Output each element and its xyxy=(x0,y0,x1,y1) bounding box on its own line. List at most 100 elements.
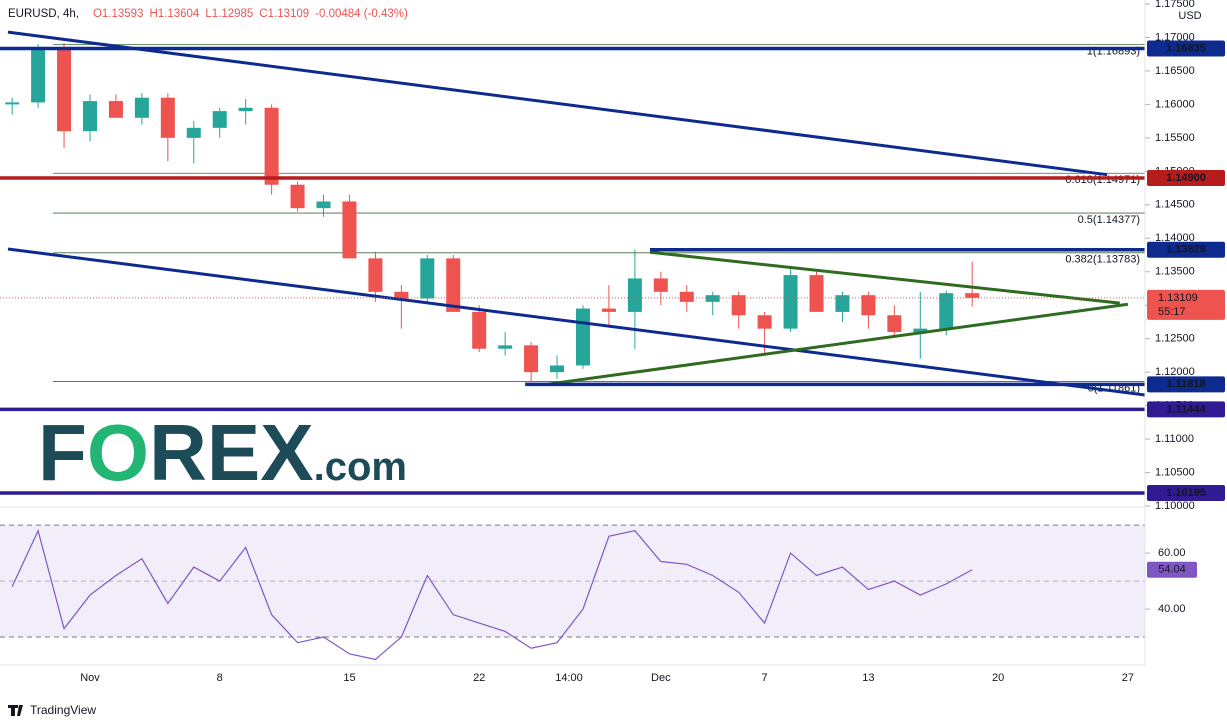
x-tick-label: 15 xyxy=(343,672,355,684)
ohlc-value: H1.13604 xyxy=(149,8,199,20)
level-label-box xyxy=(1147,170,1225,187)
x-tick-label: 22 xyxy=(473,672,485,684)
candle-body xyxy=(809,275,824,312)
candle-body xyxy=(653,278,668,292)
y-tick-label: 1.17000 xyxy=(1155,31,1195,43)
candle-body xyxy=(783,275,798,329)
candle-body xyxy=(498,345,513,349)
trendline xyxy=(7,30,1108,177)
logo-part: O xyxy=(87,408,149,497)
candle-body xyxy=(679,291,694,302)
logo-part: F xyxy=(38,408,87,497)
candle-body xyxy=(524,345,539,373)
currency: USD xyxy=(1178,10,1201,22)
candle-body xyxy=(186,127,201,138)
candle-body xyxy=(238,107,253,112)
y-tick-label: 1.12500 xyxy=(1155,333,1195,345)
candle-body xyxy=(575,308,590,366)
candle-body xyxy=(394,291,409,299)
rsi-tick-label: 60.00 xyxy=(1158,547,1186,559)
y-tick-label: 1.14500 xyxy=(1155,199,1195,211)
rsi-tick-label: 40.00 xyxy=(1158,603,1186,615)
candle-body xyxy=(316,201,331,209)
candle-body xyxy=(31,47,46,103)
fib-label: 0.382(1.13783) xyxy=(1065,254,1140,266)
x-tick-label: 14:00 xyxy=(555,672,583,684)
candle-body xyxy=(472,311,487,349)
candle-body xyxy=(887,315,902,332)
level-label-box xyxy=(1147,241,1225,258)
countdown-label: 55:17 xyxy=(1158,306,1186,318)
ohlc-value: -0.00484 (-0.43%) xyxy=(315,8,408,20)
x-tick-label: Dec xyxy=(651,672,671,684)
level-label: 1.10195 xyxy=(1166,487,1206,499)
y-tick-label: 1.16500 xyxy=(1155,65,1195,77)
candle-body xyxy=(108,101,123,118)
y-tick-label: 1.11000 xyxy=(1155,433,1194,445)
candle-body xyxy=(550,365,565,373)
candle-body xyxy=(731,295,746,316)
candle-body xyxy=(757,315,772,329)
candle-body xyxy=(160,97,175,138)
y-tick-label: 1.10000 xyxy=(1155,500,1195,512)
candle-body xyxy=(705,295,720,302)
candle-body xyxy=(57,47,72,132)
y-tick-label: 1.15500 xyxy=(1155,132,1195,144)
axes: 1.175001.170001.165001.160001.155001.150… xyxy=(80,0,1225,684)
x-tick-label: 27 xyxy=(1122,672,1134,684)
y-tick-label: 1.12000 xyxy=(1155,366,1195,378)
level-label: 1.13828 xyxy=(1166,244,1206,256)
y-tick-label: 1.17500 xyxy=(1155,0,1195,10)
level-label: 1.11444 xyxy=(1166,403,1206,415)
rsi-line xyxy=(11,528,973,661)
last-price-box xyxy=(1147,289,1225,320)
x-tick-label: 20 xyxy=(992,672,1004,684)
fib-label: 0.618(1.14971) xyxy=(1065,174,1140,186)
rsi-last-label: 54.04 xyxy=(1158,564,1186,576)
candle-body xyxy=(835,295,850,312)
ohlc-value: O1.13593 xyxy=(93,8,144,20)
trendline xyxy=(7,247,1145,397)
candle-body xyxy=(290,184,305,209)
level-label: 1.14900 xyxy=(1166,172,1206,184)
candle-body xyxy=(134,97,149,118)
footer-brand: TradingView xyxy=(30,703,96,717)
candle-body xyxy=(212,111,227,128)
candle-body xyxy=(965,293,980,298)
trendline xyxy=(649,250,1120,305)
logo-suffix: .com xyxy=(314,445,407,489)
footer-icon xyxy=(8,705,23,716)
x-tick-label: Nov xyxy=(80,672,100,684)
y-tick-label: 1.14000 xyxy=(1155,232,1195,244)
level-label: 1.11818 xyxy=(1166,378,1205,390)
x-tick-label: 7 xyxy=(762,672,768,684)
level-label-box xyxy=(1147,484,1225,501)
x-tick-label: 8 xyxy=(217,672,223,684)
level-label-box xyxy=(1147,376,1225,393)
fib-label: 0.5(1.14377) xyxy=(1078,214,1140,226)
plot-area: 1(1.16893)0.618(1.14971)0.5(1.14377)0.38… xyxy=(0,30,1145,661)
level-label-box xyxy=(1147,401,1225,418)
candle-body xyxy=(627,278,642,312)
chart-header: EURUSD, 4h, O1.13593 H1.13604 L1.12985 C1.13… xyxy=(8,8,408,20)
logo-part: REX xyxy=(149,408,314,497)
candle-body xyxy=(368,258,383,292)
y-tick-label: 1.10500 xyxy=(1155,466,1195,478)
x-tick-label: 13 xyxy=(862,672,874,684)
candle-body xyxy=(420,258,435,299)
ohlc-value: L1.12985 xyxy=(205,8,253,20)
candle-body xyxy=(446,258,461,312)
candle-body xyxy=(5,102,20,105)
candle-body xyxy=(342,201,357,259)
last-price-label: 1.13109 xyxy=(1158,292,1198,304)
symbol-title: EURUSD, 4h, xyxy=(8,8,79,20)
y-tick-label: 1.13500 xyxy=(1155,266,1195,278)
candle-body xyxy=(264,107,279,185)
rsi-last-box xyxy=(1147,561,1197,578)
candle-body xyxy=(861,295,876,316)
candle-body xyxy=(939,293,954,329)
level-label: 1.16835 xyxy=(1166,42,1206,54)
ohlc-value: C1.13109 xyxy=(259,8,309,20)
